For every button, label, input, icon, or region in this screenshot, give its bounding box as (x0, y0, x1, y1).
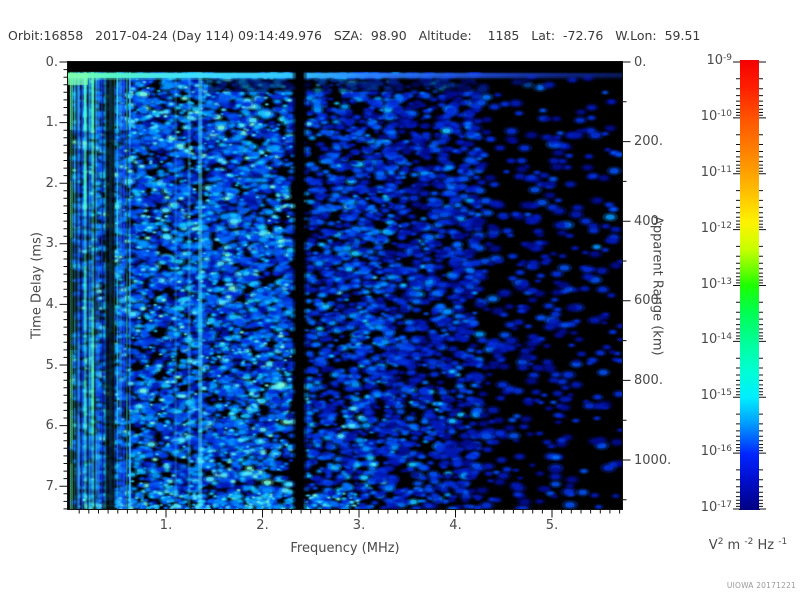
y-left-tick-label: 7. (45, 478, 58, 494)
colorbar-tick-label: 10-13 (700, 276, 732, 292)
colorbar-tick-label: 10-17 (700, 500, 732, 515)
colorbar-tick-label: 10-9 (706, 53, 732, 68)
x-tick-label: 5. (545, 518, 559, 533)
colorbar-tick-label: 10-15 (700, 388, 732, 404)
colorbar-tick-label: 10-16 (700, 444, 732, 460)
colorbar-tick-label: 10-10 (700, 108, 732, 124)
y-right-tick-label: 400. (634, 213, 663, 229)
spectrogram-canvas (68, 62, 622, 509)
y-right-tick-label: 600. (634, 293, 663, 309)
y-left-tick-label: 6. (45, 418, 58, 434)
y-left-tick-label: 4. (45, 296, 58, 312)
y-left-tick-label: 1. (45, 115, 58, 131)
y-right-tick-label: 0. (634, 54, 647, 70)
y-right-tick-label: 1000. (634, 452, 672, 468)
y-left-tick-label: 2. (45, 175, 58, 191)
colorbar-tick-label: 10-14 (700, 332, 732, 348)
x-axis-label: Frequency (MHz) (290, 541, 400, 556)
y-right-tick-label: 800. (634, 372, 663, 388)
x-tick-label: 1. (159, 518, 173, 533)
y-left-tick-label: 0. (45, 54, 58, 70)
y-right-tick-label: 200. (634, 134, 663, 150)
y-left-tick-label: 3. (45, 236, 58, 252)
colorbar-gradient (740, 60, 759, 510)
x-tick-label: 4. (449, 518, 462, 533)
header-info: Orbit:16858 2017-04-24 (Day 114) 09:14:4… (8, 28, 701, 43)
x-tick-label: 3. (352, 518, 366, 533)
colorbar-tick-label: 10-11 (700, 164, 732, 180)
y-left-tick-label: 5. (45, 357, 58, 373)
colorbar-tick-label: 10-12 (700, 220, 732, 236)
watermark: UIOWA 20171221 (726, 581, 796, 590)
y-axis-label-right: Apparent Range (km) (649, 215, 665, 356)
x-tick-label: 2. (256, 518, 269, 533)
colorbar-unit-label: V2 m -2 Hz -1 (708, 537, 788, 553)
